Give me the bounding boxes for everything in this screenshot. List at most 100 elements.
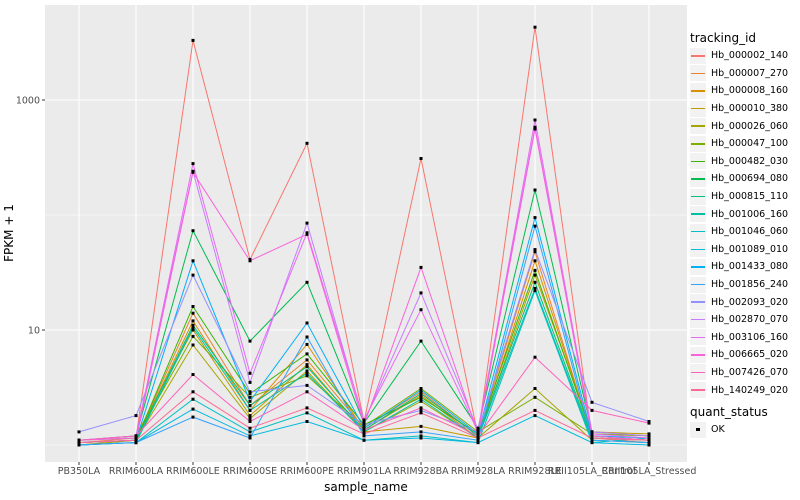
data-point — [533, 25, 537, 29]
legend-item-label: Hb_000482_030 — [711, 155, 789, 167]
legend-key-swatch — [690, 188, 706, 205]
data-point — [305, 335, 309, 339]
data-point — [134, 414, 138, 418]
data-point — [533, 125, 537, 129]
data-point — [590, 434, 594, 438]
data-point — [476, 432, 480, 436]
legend-item-label: Hb_001856_240 — [711, 279, 789, 291]
legend-line-icon — [691, 389, 705, 391]
x-tick-label: RRIM901LA — [337, 466, 392, 477]
legend-line-icon — [691, 230, 705, 233]
y-tick-label: 10 — [28, 325, 40, 336]
x-axis-title: sample_name — [324, 480, 408, 494]
x-tick-label: RRIM600LA — [109, 466, 164, 477]
legend-line-icon — [691, 107, 705, 110]
legend-item-label: Hb_000694_080 — [711, 173, 789, 185]
legend-item-label: Hb_002093_020 — [711, 296, 789, 308]
legend-line-icon — [691, 371, 705, 374]
data-point — [305, 358, 309, 362]
data-point — [305, 365, 309, 369]
legend-key-swatch — [690, 223, 706, 240]
data-point — [476, 438, 480, 442]
data-point — [533, 248, 537, 252]
data-point — [419, 291, 423, 295]
data-point — [305, 390, 309, 394]
legend-key-swatch — [690, 65, 706, 82]
data-point — [419, 397, 423, 401]
data-point — [134, 436, 138, 440]
legend-item-Hb_000026_060: Hb_000026_060 — [690, 117, 798, 135]
data-point — [590, 408, 594, 412]
data-point — [476, 428, 480, 432]
legend-item-label: Hb_000047_100 — [711, 138, 789, 150]
legend-item-label: Hb_001006_160 — [711, 208, 789, 220]
data-point — [191, 373, 195, 376]
data-point — [191, 323, 195, 327]
data-point — [362, 432, 366, 436]
legend-item-label: Hb_000007_270 — [711, 67, 789, 79]
data-point — [77, 438, 81, 442]
data-point — [191, 390, 195, 394]
data-point — [647, 438, 651, 442]
data-point — [419, 399, 423, 403]
legend-item-Hb_000008_160: Hb_000008_160 — [690, 82, 798, 100]
data-point — [305, 406, 309, 410]
legend-item-label: Hb_007426_070 — [711, 366, 789, 378]
legend-line-icon — [691, 318, 705, 321]
x-tick-label: RRIM928LE — [508, 466, 562, 477]
quant-legend-title: quant_status — [690, 404, 768, 419]
data-point — [533, 224, 537, 228]
legend-item-label: Hb_001046_060 — [711, 226, 789, 238]
legend-line-icon — [691, 143, 705, 145]
data-point — [533, 118, 537, 122]
data-point — [248, 420, 252, 423]
legend-line-icon — [691, 125, 705, 127]
legend-key-swatch — [690, 118, 706, 135]
x-tick-label: RRIM600PE — [280, 466, 334, 477]
data-point — [533, 289, 537, 293]
legend-line-icon — [691, 160, 705, 163]
x-tick-label: RRII105LA_Stressed — [602, 466, 697, 477]
ok-point-icon — [696, 427, 700, 432]
data-point — [305, 411, 309, 415]
data-point — [191, 328, 195, 332]
legend-item-label: Hb_140249_020 — [711, 384, 789, 396]
data-point — [362, 424, 366, 428]
data-point — [248, 426, 252, 430]
data-point — [476, 441, 480, 445]
data-point — [191, 311, 195, 315]
data-point — [134, 441, 138, 445]
data-point — [419, 387, 423, 390]
legend-line-icon — [691, 90, 705, 92]
legend-item-Hb_002093_020: Hb_002093_020 — [690, 293, 798, 311]
data-point — [134, 434, 138, 438]
data-point — [248, 414, 252, 418]
legend-key-swatch — [690, 153, 706, 170]
legend-item-Hb_003106_160: Hb_003106_160 — [690, 329, 798, 347]
data-point — [590, 400, 594, 404]
data-point — [305, 363, 309, 367]
x-tick-label: RRIM600SE — [223, 466, 277, 477]
data-point — [248, 417, 252, 420]
data-point — [248, 259, 252, 263]
legend-item-Hb_001006_160: Hb_001006_160 — [690, 205, 798, 223]
data-point — [533, 414, 537, 418]
legend-item-Hb_001433_080: Hb_001433_080 — [690, 258, 798, 276]
data-point — [191, 305, 195, 308]
x-tick-label: RRII105LA_Control — [548, 466, 636, 477]
data-point — [533, 387, 537, 390]
data-point — [248, 371, 252, 375]
data-point — [248, 430, 252, 434]
x-tick-label: RRIM928BA — [393, 466, 449, 477]
data-point — [419, 406, 423, 410]
data-point — [248, 392, 252, 396]
data-point — [590, 432, 594, 436]
data-point — [305, 232, 309, 236]
legend-item-Hb_002870_070: Hb_002870_070 — [690, 311, 798, 329]
legend-item-label: Hb_001089_010 — [711, 243, 789, 255]
legend-item-Hb_006665_020: Hb_006665_020 — [690, 346, 798, 364]
data-point — [419, 388, 423, 392]
data-point — [248, 390, 252, 394]
data-point — [191, 326, 195, 330]
data-point — [419, 339, 423, 343]
